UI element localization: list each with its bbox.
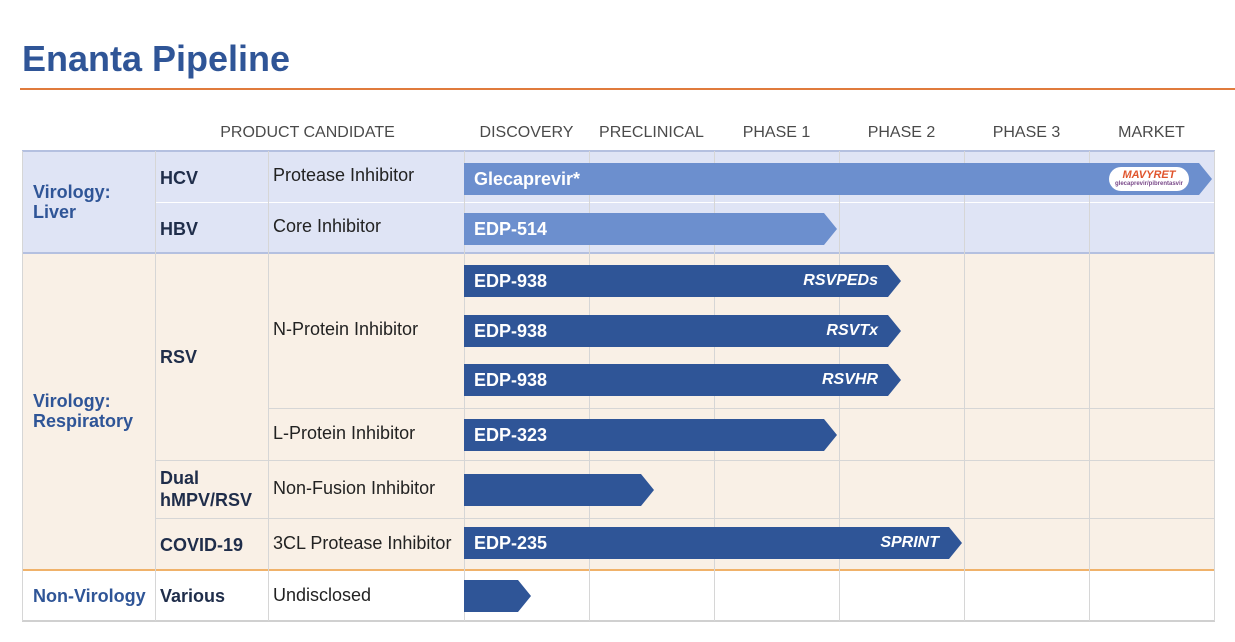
indication-covid-19: COVID-19 <box>160 535 244 555</box>
header-phase-1: PHASE 1 <box>742 124 811 141</box>
trial-label: RSVHR <box>821 371 878 388</box>
bar-arrow-tip <box>888 315 901 347</box>
group-label-non-virology: Non-Virology <box>33 586 146 606</box>
bar-arrow-tip <box>888 265 901 297</box>
header-preclinical: PRECLINICAL <box>599 124 704 141</box>
header-discovery: DISCOVERY <box>479 124 574 141</box>
bar-edp-514: EDP-514 <box>464 213 837 245</box>
program-label: EDP-938 <box>474 369 548 390</box>
trial-label: RSVTx <box>826 322 878 339</box>
page-title: Enanta Pipeline <box>22 38 291 79</box>
respiratory-separator <box>22 569 1215 571</box>
mechanism-3cl-protease-inhibitor: 3CL Protease Inhibitor <box>273 533 452 553</box>
program-label: EDP-938 <box>474 320 548 341</box>
table-bottom-line <box>22 620 1215 622</box>
mechanism-protease-inhibitor: Protease Inhibitor <box>273 165 415 185</box>
bar-undisclosed <box>464 580 531 612</box>
program-label: EDP-938 <box>474 270 548 291</box>
respiratory-band <box>22 253 1215 570</box>
group-label-liver: Virology: Liver <box>33 182 111 222</box>
header-market: MARKET <box>1118 124 1185 141</box>
program-label: EDP-235 <box>474 532 548 553</box>
bar-edp-938-rsvtx: EDP-938 RSVTx <box>464 315 901 347</box>
bar-edp-938-rsvpeds: EDP-938 RSVPEDs <box>464 265 901 297</box>
header-product-candidate: PRODUCT CANDIDATE <box>220 124 395 141</box>
row-line <box>155 460 1215 461</box>
bar-arrow-tip <box>1199 163 1212 195</box>
bar-arrow-tip <box>641 474 654 506</box>
bar-arrow-tip <box>949 527 962 559</box>
header-phase-3: PHASE 3 <box>992 124 1061 141</box>
product-name: MAVYRET <box>1122 169 1176 181</box>
title-divider <box>20 88 1235 90</box>
bar-arrow-tip <box>824 419 837 451</box>
column-line <box>1214 151 1215 621</box>
bar-edp-323: EDP-323 <box>464 419 837 451</box>
group-label-respiratory: Virology: Respiratory <box>33 391 134 431</box>
bar-edp-235: EDP-235 SPRINT <box>464 527 962 559</box>
indication-hmpv-rsv: Dual hMPV/RSV <box>160 468 253 510</box>
column-line <box>1089 151 1090 621</box>
row-line <box>155 518 1215 519</box>
program-label: Glecaprevir* <box>474 168 581 189</box>
bar-arrow-tip <box>888 364 901 396</box>
column-line <box>155 151 156 621</box>
liver-separator <box>22 252 1215 254</box>
bar-arrow-tip <box>518 580 531 612</box>
column-line <box>22 151 23 621</box>
column-line <box>268 151 269 621</box>
mechanism-undisclosed: Undisclosed <box>273 585 372 605</box>
row-line <box>155 202 1215 203</box>
header-phase-2: PHASE 2 <box>867 124 936 141</box>
product-subtitle: glecaprevir/pibrentasvir <box>1114 181 1184 187</box>
bar-edp-938-rsvhr: EDP-938 RSVHR <box>464 364 901 396</box>
table-top-line <box>22 150 1215 152</box>
trial-label: SPRINT <box>880 534 939 551</box>
bar-glecaprevir: Glecaprevir* MAVYRET glecaprevir/pibrent… <box>464 163 1212 195</box>
program-label: EDP-323 <box>474 424 548 445</box>
indication-hcv: HCV <box>160 168 199 188</box>
program-label: EDP-514 <box>474 218 548 239</box>
mechanism-l-protein-inhibitor: L-Protein Inhibitor <box>273 423 416 443</box>
mavyret-logo: MAVYRET glecaprevir/pibrentasvir <box>1109 167 1189 191</box>
bar-arrow-tip <box>824 213 837 245</box>
mechanism-non-fusion-inhibitor: Non-Fusion Inhibitor <box>273 478 436 498</box>
mechanism-core-inhibitor: Core Inhibitor <box>273 216 382 236</box>
trial-label: RSVPEDs <box>803 272 878 289</box>
bar-non-fusion-inhibitor <box>464 474 654 506</box>
indication-rsv: RSV <box>160 347 198 367</box>
mechanism-n-protein-inhibitor: N-Protein Inhibitor <box>273 319 419 339</box>
row-line <box>268 408 1215 409</box>
indication-hbv: HBV <box>160 219 199 239</box>
column-line <box>964 151 965 621</box>
indication-various: Various <box>160 586 226 606</box>
